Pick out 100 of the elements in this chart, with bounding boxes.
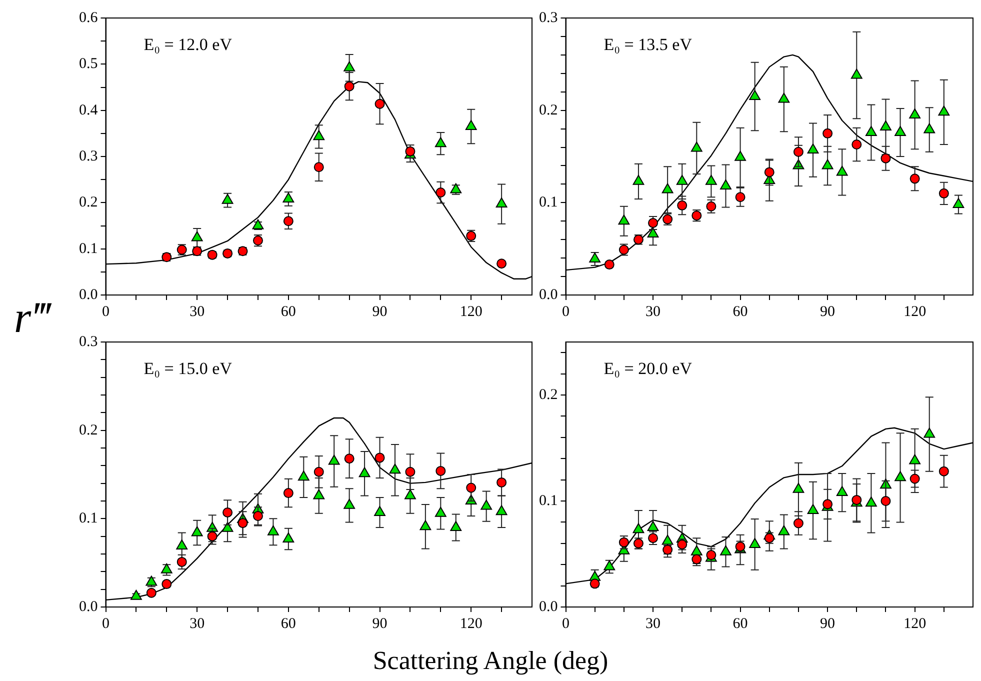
point bbox=[496, 258, 507, 269]
point bbox=[222, 194, 234, 204]
point bbox=[313, 489, 325, 500]
point bbox=[632, 523, 644, 534]
y-tick-label: 0.6 bbox=[79, 10, 98, 26]
point bbox=[436, 188, 446, 198]
point bbox=[374, 98, 385, 109]
point bbox=[344, 81, 354, 92]
point bbox=[313, 130, 325, 140]
point bbox=[496, 477, 507, 488]
x-tick-label: 120 bbox=[904, 304, 926, 320]
x-tick-label: 0 bbox=[562, 616, 570, 632]
point bbox=[865, 496, 877, 507]
point bbox=[749, 538, 761, 548]
y-tick-label: 0.0 bbox=[539, 598, 558, 615]
point bbox=[434, 137, 446, 148]
point bbox=[283, 488, 294, 498]
point bbox=[909, 454, 921, 464]
x-tick-label: 0 bbox=[562, 304, 570, 320]
point bbox=[176, 540, 188, 550]
x-tick-label: 90 bbox=[372, 304, 388, 320]
point bbox=[496, 505, 508, 516]
x-tick-label: 60 bbox=[732, 304, 748, 320]
y-tick-label: 0.0 bbox=[79, 598, 98, 615]
point bbox=[792, 482, 804, 493]
point bbox=[938, 188, 949, 198]
point bbox=[822, 159, 834, 170]
point bbox=[358, 467, 370, 478]
point bbox=[298, 470, 310, 481]
y-tick-label: 0.1 bbox=[79, 240, 98, 257]
point bbox=[496, 198, 508, 208]
point bbox=[735, 192, 746, 202]
point bbox=[720, 545, 732, 556]
point bbox=[222, 522, 234, 532]
point bbox=[807, 504, 819, 514]
x-tick-label: 60 bbox=[280, 304, 296, 320]
y-tick-label: 0.1 bbox=[539, 492, 558, 509]
point bbox=[191, 526, 203, 536]
point bbox=[374, 452, 385, 463]
point bbox=[238, 518, 248, 528]
point bbox=[344, 61, 356, 72]
y-tick-label: 0.0 bbox=[539, 286, 558, 303]
point bbox=[690, 545, 702, 556]
y-tick-label: 0.5 bbox=[79, 56, 98, 72]
point bbox=[405, 466, 416, 477]
x-tick-label: 30 bbox=[190, 304, 205, 320]
annotation: E₀ = 20.0 eV bbox=[604, 359, 693, 378]
point bbox=[130, 590, 142, 600]
point bbox=[778, 92, 790, 103]
point bbox=[450, 521, 462, 531]
point bbox=[880, 120, 892, 130]
x-tick-label: 30 bbox=[190, 616, 205, 632]
point bbox=[160, 563, 172, 574]
point bbox=[283, 216, 294, 226]
point bbox=[822, 128, 833, 138]
x-tick-label: 120 bbox=[460, 616, 482, 632]
x-tick-label: 90 bbox=[820, 304, 836, 320]
point bbox=[282, 532, 294, 542]
point bbox=[676, 174, 688, 185]
point bbox=[677, 200, 688, 210]
point bbox=[909, 108, 921, 118]
point bbox=[466, 482, 476, 493]
point bbox=[910, 474, 920, 484]
x-tick-label: 90 bbox=[372, 616, 388, 632]
point bbox=[880, 153, 891, 164]
x-tick-label: 120 bbox=[460, 304, 482, 320]
point bbox=[344, 498, 356, 509]
point bbox=[632, 174, 644, 185]
point bbox=[924, 123, 936, 134]
x-tick-label: 60 bbox=[732, 616, 748, 632]
point bbox=[807, 144, 819, 154]
point bbox=[850, 68, 862, 79]
point bbox=[749, 90, 761, 100]
point bbox=[910, 174, 920, 184]
annotation: E₀ = 12.0 eV bbox=[144, 35, 233, 54]
y-tick-label: 0.0 bbox=[79, 286, 98, 303]
point bbox=[793, 146, 804, 157]
point bbox=[764, 167, 774, 178]
annotation: E₀ = 13.5 eV bbox=[604, 35, 693, 54]
x-tick-label: 30 bbox=[646, 304, 661, 320]
point bbox=[778, 525, 790, 536]
point bbox=[706, 174, 717, 185]
point bbox=[720, 180, 732, 190]
point bbox=[374, 506, 386, 516]
point bbox=[268, 525, 279, 536]
point bbox=[314, 466, 324, 477]
point bbox=[420, 520, 432, 530]
point bbox=[434, 506, 446, 517]
x-tick-label: 120 bbox=[904, 616, 926, 632]
x-tick-label: 0 bbox=[102, 616, 110, 632]
point bbox=[647, 228, 659, 238]
annotation: E₀ = 15.0 eV bbox=[144, 359, 233, 378]
point bbox=[852, 139, 862, 150]
point bbox=[734, 150, 746, 161]
point bbox=[252, 219, 264, 230]
point bbox=[146, 588, 156, 598]
point bbox=[618, 214, 630, 225]
y-tick-label: 0.1 bbox=[539, 194, 558, 211]
point bbox=[924, 428, 936, 438]
point bbox=[176, 556, 187, 567]
